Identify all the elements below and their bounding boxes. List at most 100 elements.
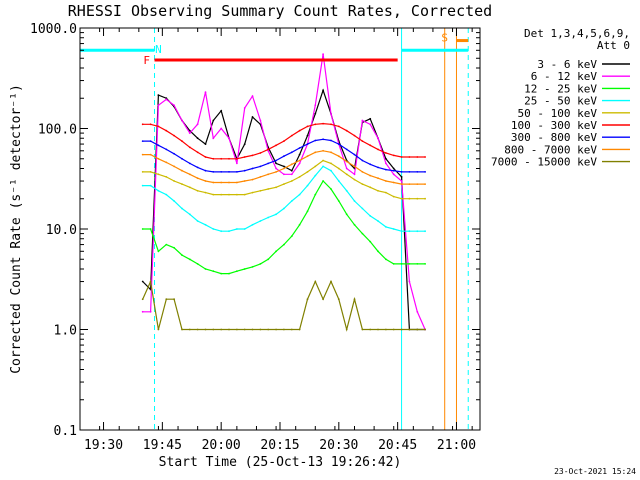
series-1-point-24 (330, 112, 332, 115)
series-7-point-14 (251, 178, 254, 181)
series-3-point-15 (259, 220, 262, 222)
interval-label-2: S (441, 32, 448, 45)
series-3-point-19 (290, 200, 293, 202)
series-1-point-18 (283, 173, 285, 176)
series-6-point-16 (267, 162, 270, 165)
x-tick-label-3: 20:15 (260, 438, 299, 453)
series-2-point-19 (290, 235, 293, 238)
series-6-point-3 (165, 148, 168, 151)
series-8-point-36 (424, 328, 426, 331)
series-2-point-25 (337, 200, 340, 202)
legend-label-1: 6 - 12 keV (531, 70, 598, 83)
series-3-point-16 (267, 216, 270, 219)
series-7-point-27 (353, 165, 356, 168)
series-3-point-12 (236, 228, 238, 230)
series-1-point-15 (259, 119, 262, 122)
series-1-point-33 (400, 180, 403, 182)
series-2-point-14 (251, 266, 254, 268)
series-8-point-3 (165, 298, 168, 301)
series-1-point-31 (385, 162, 387, 165)
series-6-point-9 (212, 171, 215, 173)
series-0-point-9 (212, 119, 215, 122)
x-axis-label: Start Time (25-Oct-13 19:26:42) (159, 455, 402, 470)
series-5-point-24 (330, 123, 332, 126)
series-5-point-26 (345, 129, 348, 132)
legend-label-7: 800 - 7000 keV (504, 143, 597, 156)
x-tick-label-4: 20:30 (319, 438, 358, 453)
series-8-point-0 (141, 298, 144, 301)
series-4-point-31 (385, 191, 387, 194)
series-6-point-2 (157, 144, 160, 147)
series-4-point-10 (220, 193, 223, 196)
series-4-point-3 (165, 176, 168, 178)
series-7-point-22 (314, 151, 317, 154)
series-5-point-15 (259, 152, 262, 154)
series-2-point-23 (322, 180, 324, 182)
series-8-point-7 (196, 328, 199, 331)
series-1-point-13 (243, 107, 246, 109)
series-5-point-28 (361, 140, 364, 143)
interval-label-1: F (143, 54, 150, 67)
series-4-point-22 (314, 165, 317, 168)
series-3-point-35 (416, 230, 419, 233)
series-7-point-3 (165, 161, 168, 164)
legend-label-4: 50 - 100 keV (518, 107, 598, 120)
x-tick-label-1: 19:45 (143, 438, 182, 453)
series-8-point-20 (298, 328, 301, 331)
y-axis-label: Corrected Count Rate (s⁻¹ detector⁻¹) (9, 84, 24, 374)
series-4-point-36 (424, 197, 426, 200)
series-7-point-9 (212, 181, 215, 184)
series-8-point-33 (400, 328, 403, 331)
series-6-point-6 (188, 162, 191, 165)
series-6-point-36 (424, 171, 426, 173)
series-4-point-34 (408, 197, 411, 200)
series-6-point-22 (314, 139, 317, 142)
series-6-point-28 (361, 159, 364, 162)
series-3-point-29 (369, 215, 372, 217)
series-0-point-2 (157, 94, 160, 96)
series-2-point-21 (306, 210, 309, 213)
series-1-point-32 (392, 173, 395, 176)
series-7-point-5 (181, 169, 183, 172)
y-tick-label-2: 10.0 (46, 223, 77, 238)
series-4-point-32 (392, 195, 395, 198)
series-5-point-13 (243, 156, 246, 158)
series-7-point-7 (196, 177, 199, 180)
series-4-point-0 (141, 171, 144, 173)
series-3-point-7 (196, 220, 199, 222)
chart-title: RHESSI Observing Summary Count Rates, Co… (68, 2, 492, 20)
series-3-point-23 (322, 165, 324, 168)
series-6-point-20 (298, 147, 301, 149)
series-3-point-27 (353, 200, 356, 202)
legend-label-3: 25 - 50 keV (524, 95, 597, 108)
series-7-point-8 (204, 180, 207, 182)
series-3-point-33 (400, 230, 403, 233)
series-7-point-36 (424, 183, 426, 186)
series-5-point-32 (392, 154, 395, 157)
series-4-point-27 (353, 178, 356, 181)
series-6-point-5 (181, 157, 183, 160)
series-5-point-27 (353, 134, 356, 137)
series-3-point-34 (408, 230, 411, 233)
series-6-point-13 (243, 169, 246, 172)
series-7-point-35 (416, 183, 419, 186)
series-7-point-20 (298, 159, 301, 162)
series-4-point-29 (369, 186, 372, 189)
series-3-point-21 (306, 184, 309, 187)
series-3-point-18 (283, 207, 285, 210)
series-3-point-10 (220, 230, 223, 233)
series-8-point-29 (369, 328, 372, 331)
series-6-point-10 (220, 171, 223, 173)
interval-label-0: N (155, 43, 162, 56)
series-1-point-16 (267, 149, 270, 152)
series-0-point-17 (275, 162, 277, 165)
series-8-point-6 (188, 328, 191, 331)
series-7-point-31 (385, 180, 387, 182)
series-1-point-27 (353, 173, 356, 176)
series-7-point-34 (408, 183, 411, 186)
x-tick-label-2: 20:00 (202, 438, 241, 453)
series-4-point-2 (157, 173, 160, 176)
plot-area: NF S (79, 28, 469, 430)
